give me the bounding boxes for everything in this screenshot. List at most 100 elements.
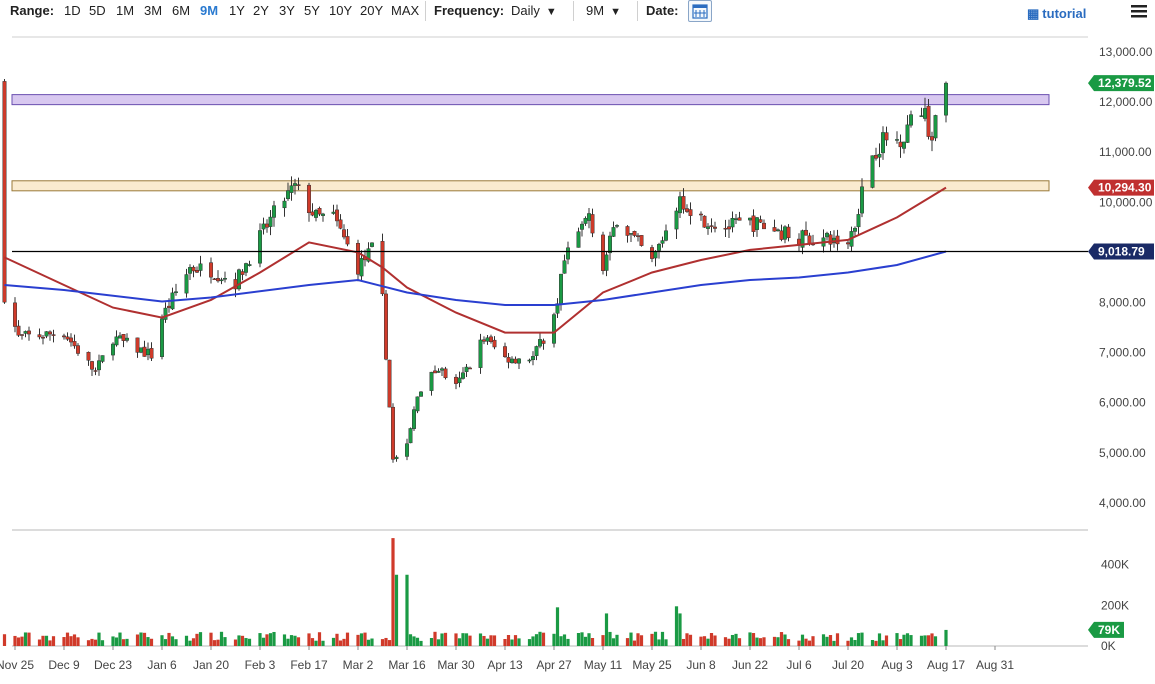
volume-bar [93, 639, 98, 646]
candle-body [482, 339, 486, 342]
range-5d[interactable]: 5D [89, 3, 106, 18]
candle-body [828, 234, 833, 245]
candle-body [727, 226, 731, 230]
volume-bar [233, 639, 238, 646]
candle-body [541, 340, 546, 344]
volume-bar [636, 633, 640, 646]
candle-body [576, 231, 581, 248]
candle-body [898, 141, 903, 148]
candle-body [282, 200, 287, 209]
candle-body [779, 230, 784, 240]
volume-bar [272, 631, 276, 646]
volume-bar [688, 634, 693, 646]
period-select[interactable]: 9M ▼ [586, 3, 621, 18]
candle-body [209, 262, 213, 278]
x-tick-label: Aug 3 [881, 658, 913, 672]
volume-bar [727, 638, 731, 646]
tutorial-label: tutorial [1042, 6, 1087, 21]
candle-body [338, 219, 343, 229]
volume-bar [97, 632, 101, 646]
candle-body [16, 325, 21, 336]
volume-bar [849, 637, 854, 646]
volume-bar [356, 634, 360, 646]
candle-body [468, 367, 472, 370]
range-20y[interactable]: 20Y [360, 3, 384, 18]
candle-body [240, 271, 245, 275]
volume-bar [366, 639, 371, 646]
candle-body [314, 209, 318, 218]
range-1m[interactable]: 1M [116, 3, 135, 18]
volume-bar [811, 636, 815, 646]
candle-body [125, 337, 129, 341]
volume-bar [412, 636, 416, 646]
volume-bar [517, 638, 521, 646]
candle-body [174, 291, 178, 293]
calendar-button[interactable] [688, 0, 712, 22]
volume-tick-label: 400K [1101, 558, 1129, 572]
candle-body [356, 242, 360, 275]
candle-body [881, 132, 885, 154]
volume-bar [807, 640, 812, 646]
x-tick-label: Feb 17 [290, 658, 328, 672]
candle-body [601, 234, 605, 271]
candle-body [307, 184, 311, 214]
volume-bar [478, 633, 483, 646]
volume-bar [853, 639, 857, 646]
volume-bar [149, 638, 154, 646]
range-max[interactable]: MAX [391, 3, 420, 18]
volume-bar [163, 639, 168, 646]
candle-body [583, 218, 588, 224]
volume-bar [828, 635, 833, 646]
candle-body [762, 222, 766, 230]
volume-badge-shape [1088, 621, 1124, 638]
range-6m[interactable]: 6M [172, 3, 191, 18]
volume-bar [884, 635, 889, 646]
candle-body [632, 231, 637, 236]
candle-body [930, 136, 934, 141]
x-tick-label: Mar 16 [388, 658, 426, 672]
candle-body [27, 330, 31, 335]
frequency-select[interactable]: Daily ▼ [511, 3, 557, 18]
candle-body [142, 346, 147, 357]
range-3m[interactable]: 3M [144, 3, 163, 18]
candle-body [41, 336, 45, 339]
candle-body [408, 428, 413, 444]
candle-body [296, 184, 301, 186]
candle-body [440, 368, 444, 371]
tutorial-link[interactable]: ▦ tutorial [1027, 6, 1086, 22]
range-10y[interactable]: 10Y [329, 3, 353, 18]
candle-body [97, 360, 101, 371]
volume-bar [90, 638, 94, 646]
candle-body [93, 370, 98, 372]
range-3y[interactable]: 3Y [279, 3, 295, 18]
candle-body [72, 341, 77, 347]
range-1d[interactable]: 1D [64, 3, 81, 18]
range-1y[interactable]: 1Y [229, 3, 245, 18]
candle-body [384, 293, 388, 360]
candle-body [825, 232, 829, 238]
volume-bar [510, 639, 514, 646]
candle-body [485, 337, 490, 342]
volume-bar [468, 635, 472, 646]
volume-bar [555, 607, 560, 646]
volume-bar [223, 637, 227, 646]
candle-body [86, 351, 91, 361]
candle-body [258, 230, 262, 264]
y-tick-label: 11,000.00 [1099, 145, 1152, 159]
candle-body [506, 357, 511, 363]
volume-bar [674, 606, 679, 646]
range-5y[interactable]: 5Y [304, 3, 320, 18]
candle-body [419, 391, 423, 397]
range-9m[interactable]: 9M [200, 3, 219, 18]
candle-body [664, 230, 668, 241]
y-tick-label: 10,000.00 [1099, 195, 1153, 209]
candle-body [734, 218, 738, 221]
candle-body [412, 409, 416, 429]
range-2y[interactable]: 2Y [253, 3, 269, 18]
candle-body [909, 114, 913, 126]
volume-bar [923, 635, 927, 646]
volume-bar [240, 635, 245, 646]
hamburger-menu-icon[interactable] [1131, 4, 1147, 18]
candle-body [786, 226, 791, 238]
